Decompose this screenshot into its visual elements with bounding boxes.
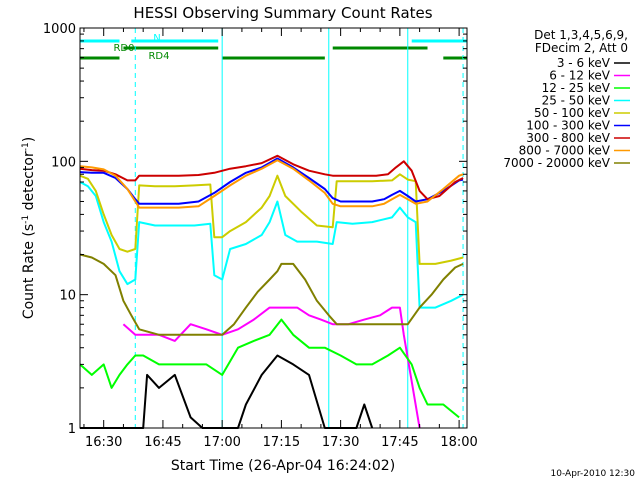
state-bars: N RD0 RD4 — [80, 33, 467, 62]
y-axis-label: Count Rate (s-1 detector-1) — [21, 137, 37, 319]
x-tick-label-3: 17:15 — [263, 435, 300, 450]
series-line-5 — [79, 157, 464, 205]
legend-label-4: 50 - 100 keV — [534, 106, 611, 120]
legend-header-2: FDecim 2, Att 0 — [535, 41, 628, 55]
x-tick-label-6: 18:00 — [440, 435, 477, 450]
series-line-8 — [79, 253, 464, 336]
series-line-7 — [79, 159, 464, 209]
legend-label-5: 100 - 300 keV — [526, 119, 610, 133]
legend-label-2: 12 - 25 keV — [542, 81, 611, 95]
x-tick-label-4: 17:30 — [322, 435, 359, 450]
series-line-2 — [79, 318, 460, 419]
y-tick-label-2: 100 — [51, 155, 76, 170]
legend-label-0: 3 - 6 keV — [557, 56, 611, 70]
series-line-6 — [79, 154, 464, 201]
state-label-rd4: RD4 — [148, 51, 169, 62]
legend-label-6: 300 - 800 keV — [526, 131, 610, 145]
series-line-1 — [122, 306, 421, 429]
legend-label-1: 6 - 12 keV — [549, 69, 611, 83]
legend-label-8: 7000 - 20000 keV — [503, 156, 610, 170]
y-tick-label-1: 10 — [59, 289, 76, 304]
chart-title: HESSI Observing Summary Count Rates — [133, 4, 432, 22]
state-label-n: N — [153, 33, 160, 44]
x-tick-label-2: 17:00 — [203, 435, 240, 450]
legend: Det 1,3,4,5,6,9, FDecim 2, Att 0 3 - 6 k… — [503, 28, 630, 170]
plot-frame — [79, 27, 468, 429]
state-label-rd0: RD0 — [113, 43, 134, 54]
legend-label-7: 800 - 7000 keV — [519, 144, 611, 158]
legend-label-3: 25 - 50 keV — [542, 94, 611, 108]
y-tick-label-0: 1 — [68, 422, 76, 437]
x-tick-label-1: 16:45 — [144, 435, 181, 450]
x-tick-label-0: 16:30 — [85, 435, 122, 450]
series-lines — [79, 154, 464, 429]
series-line-3 — [79, 181, 464, 309]
y-tick-label-3: 1000 — [43, 22, 76, 37]
series-line-4 — [79, 173, 464, 265]
legend-header-1: Det 1,3,4,5,6,9, — [534, 28, 628, 42]
x-tick-label-5: 17:45 — [381, 435, 418, 450]
x-axis-label: Start Time (26-Apr-04 16:24:02) — [171, 458, 395, 474]
axes: 1 10 100 1000 16:30 16:45 17:00 17:15 17:30 17:45… — [43, 22, 478, 450]
footer-date: 10-Apr-2010 12:30 — [551, 469, 636, 479]
